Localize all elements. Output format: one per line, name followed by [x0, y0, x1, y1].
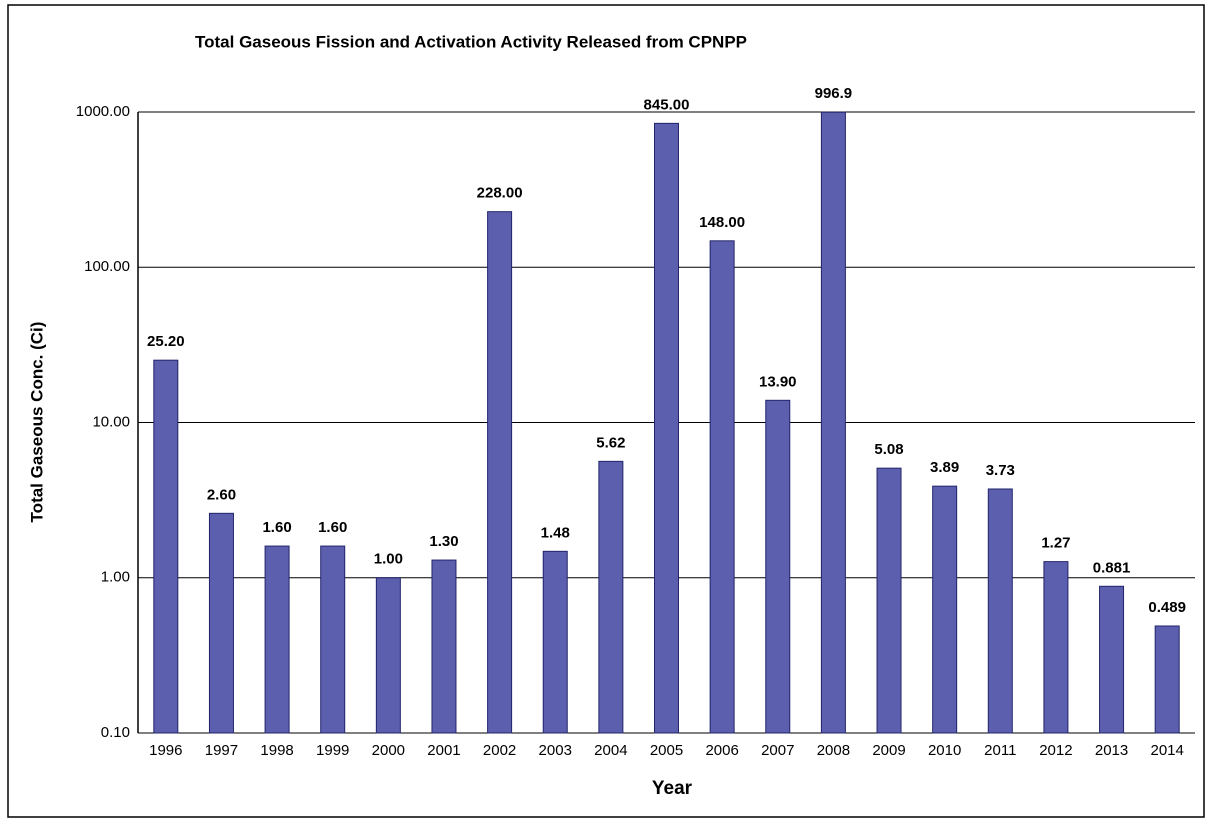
bar: [709, 240, 735, 734]
x-axis-label: Year: [652, 778, 693, 799]
x-tick-label: 2000: [372, 742, 405, 759]
y-axis-label: Total Gaseous Conc. (Ci): [27, 322, 46, 523]
x-tick-label: 2006: [705, 742, 738, 759]
x-tick-label: 2014: [1150, 742, 1183, 759]
value-label: 1.60: [262, 519, 291, 536]
y-tick-label: 1.00: [101, 569, 130, 586]
value-label: 845.00: [644, 96, 690, 113]
y-tick-label: 10.00: [92, 413, 130, 430]
x-tick-label: 2010: [928, 742, 961, 759]
bar: [320, 545, 346, 734]
x-tick-label: 2011: [984, 742, 1016, 759]
y-tick-label: 0.10: [101, 724, 130, 741]
bar: [264, 545, 290, 734]
bar: [431, 559, 457, 734]
x-tick-label: 1999: [316, 742, 349, 759]
bar: [598, 460, 624, 734]
x-tick-label: 1997: [205, 742, 238, 759]
bar: [542, 550, 568, 734]
x-tick-label: 1998: [260, 742, 293, 759]
bar: [765, 399, 791, 734]
value-label: 1.30: [429, 533, 458, 550]
x-tick-label: 2001: [427, 742, 460, 759]
bar: [1099, 585, 1125, 734]
value-label: 1.48: [541, 524, 570, 541]
value-label: 0.881: [1093, 559, 1131, 576]
y-tick-label: 100.00: [84, 258, 130, 275]
value-label: 996.9: [815, 85, 853, 102]
value-label: 2.60: [207, 486, 236, 503]
x-tick-label: 2008: [817, 742, 850, 759]
x-tick-label: 1996: [149, 742, 182, 759]
bar: [153, 359, 179, 734]
x-tick-label: 2005: [650, 742, 683, 759]
x-tick-label: 2007: [761, 742, 794, 759]
value-label: 3.89: [930, 459, 959, 476]
value-label: 0.489: [1148, 599, 1186, 616]
bar: [1043, 561, 1069, 734]
x-tick-label: 2002: [483, 742, 516, 759]
bar: [208, 512, 234, 734]
value-label: 1.27: [1041, 535, 1070, 552]
chart-frame: [7, 4, 1205, 818]
y-tick-label: 1000.00: [76, 103, 130, 120]
bar: [987, 488, 1013, 734]
x-tick-label: 2004: [594, 742, 627, 759]
value-label: 1.00: [374, 551, 403, 568]
value-label: 3.73: [986, 462, 1015, 479]
value-label: 13.90: [759, 373, 797, 390]
x-tick-label: 2012: [1039, 742, 1072, 759]
bar: [1154, 625, 1180, 734]
value-label: 5.08: [874, 441, 903, 458]
x-tick-label: 2009: [872, 742, 905, 759]
bar: [932, 485, 958, 734]
bar: [654, 122, 679, 734]
value-label: 5.62: [596, 434, 625, 451]
bar: [487, 211, 513, 734]
value-label: 1.60: [318, 519, 347, 536]
value-label: 228.00: [477, 185, 523, 202]
bar: [375, 577, 401, 734]
bar: [820, 111, 846, 734]
value-label: 25.20: [147, 333, 185, 350]
bar: [876, 467, 902, 734]
value-label: 148.00: [699, 214, 745, 231]
x-tick-label: 2013: [1095, 742, 1128, 759]
x-tick-label: 2003: [539, 742, 572, 759]
chart-title: Total Gaseous Fission and Activation Act…: [195, 32, 747, 51]
